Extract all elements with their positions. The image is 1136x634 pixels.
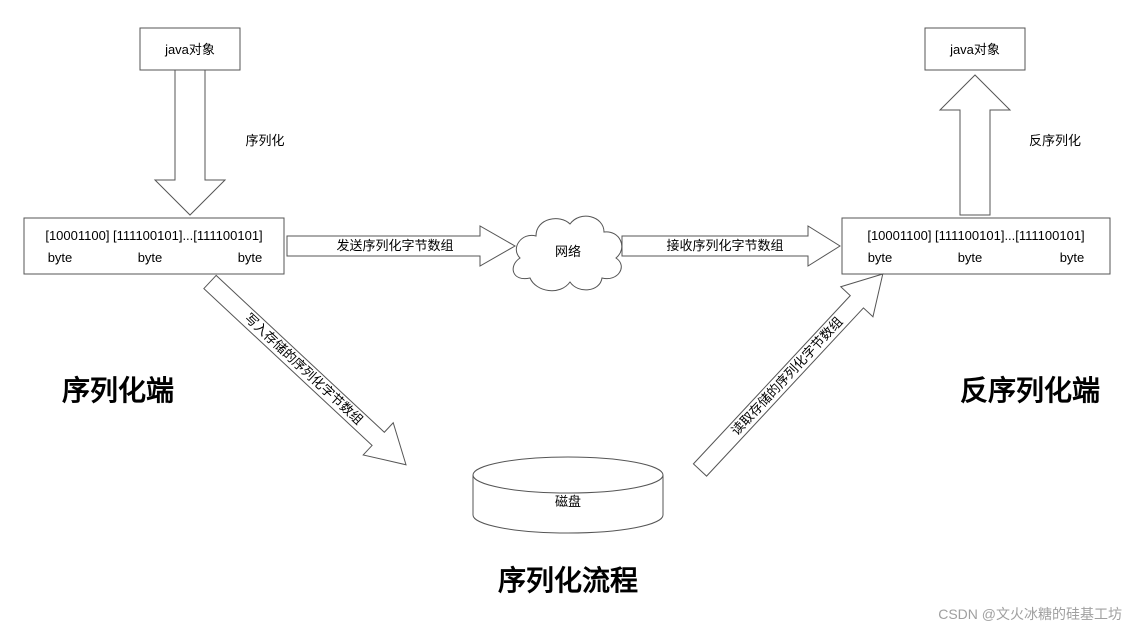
arrow-send-label: 发送序列化字节数组 (336, 238, 453, 253)
title-left: 序列化端 (62, 374, 174, 406)
network-label: 网络 (555, 244, 581, 259)
java-object-left-label: java对象 (164, 42, 215, 57)
title-right: 反序列化端 (960, 374, 1100, 406)
bytes-left-byte-a: byte (48, 250, 73, 265)
serialization-flow-diagram: java对象 java对象 序列化 反序列化 [10001100] [11110… (0, 0, 1136, 634)
arrow-deserialize: 反序列化 (940, 75, 1081, 215)
node-bytes-left: [10001100] [111100101]...[111100101] byt… (24, 218, 284, 274)
arrow-recv-label: 接收序列化字节数组 (666, 238, 783, 253)
disk-label: 磁盘 (555, 494, 581, 509)
node-java-object-right: java对象 (925, 28, 1025, 70)
arrow-recv: 接收序列化字节数组 (622, 226, 840, 266)
arrow-send: 发送序列化字节数组 (287, 226, 515, 266)
bytes-left-byte-c: byte (238, 250, 263, 265)
bytes-left-line1: [10001100] [111100101]...[111100101] (45, 228, 262, 243)
watermark: CSDN @文火冰糖的硅基工坊 (938, 604, 1122, 624)
arrow-deserialize-label: 反序列化 (1029, 133, 1081, 148)
arrow-read-label: 读取存储的序列化字节数组 (728, 314, 845, 438)
arrow-write-label: 写入存储的序列化字节数组 (242, 310, 366, 427)
node-disk: 磁盘 (473, 457, 663, 533)
node-bytes-right: [10001100] [111100101]...[111100101] byt… (842, 218, 1110, 274)
node-java-object-left: java对象 (140, 28, 240, 70)
bytes-right-line1: [10001100] [111100101]...[111100101] (867, 228, 1084, 243)
arrow-read: 读取存储的序列化字节数组 (684, 259, 899, 485)
java-object-right-label: java对象 (949, 42, 1000, 57)
bytes-left-byte-b: byte (138, 250, 163, 265)
arrow-serialize-label: 序列化 (245, 133, 284, 148)
bytes-right-byte-b: byte (958, 250, 983, 265)
arrow-serialize: 序列化 (155, 70, 285, 215)
title-bottom: 序列化流程 (498, 564, 638, 596)
arrow-write: 写入存储的序列化字节数组 (195, 266, 421, 481)
bytes-right-byte-a: byte (868, 250, 893, 265)
node-network: 网络 (513, 216, 622, 291)
bytes-right-byte-c: byte (1060, 250, 1085, 265)
